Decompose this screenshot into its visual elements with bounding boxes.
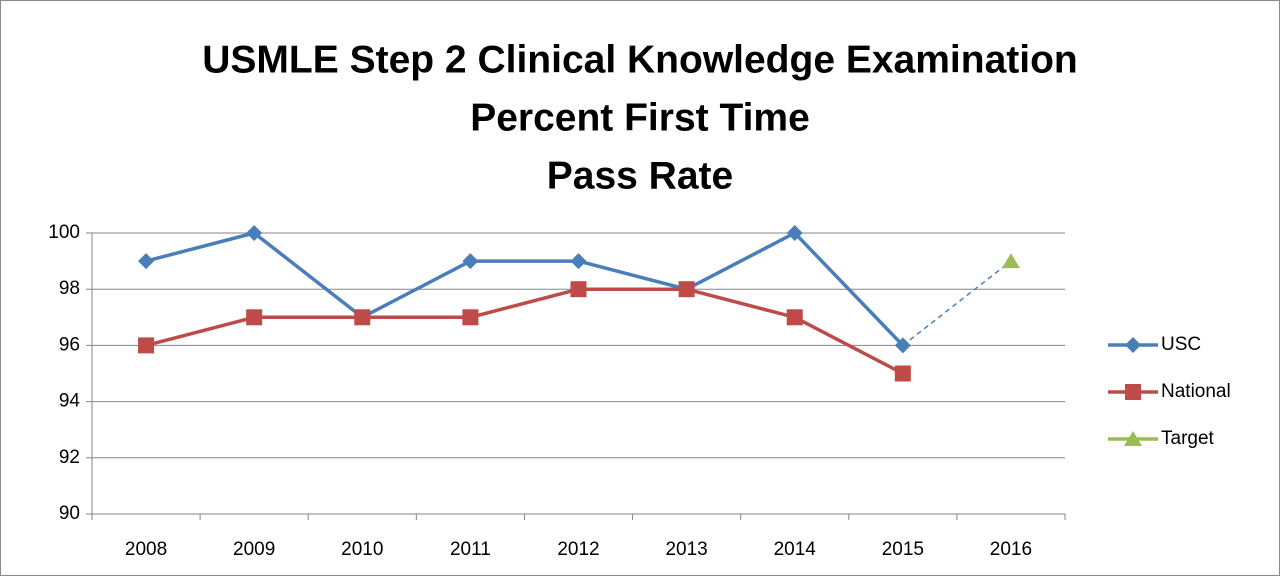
data-point bbox=[462, 253, 479, 270]
legend-marker bbox=[1124, 431, 1142, 446]
x-tick-label: 2010 bbox=[341, 539, 383, 560]
y-tick-label: 92 bbox=[59, 447, 80, 468]
data-point bbox=[462, 309, 479, 326]
legend-label: USC bbox=[1161, 334, 1201, 355]
data-point bbox=[246, 225, 263, 241]
legend-marker bbox=[1125, 337, 1141, 353]
x-tick-label: 2011 bbox=[450, 539, 491, 560]
data-point bbox=[138, 253, 155, 270]
data-point bbox=[354, 309, 371, 326]
y-tick-label: 98 bbox=[59, 278, 80, 299]
data-point bbox=[1001, 253, 1020, 269]
chart-title: Percent First Time bbox=[470, 96, 810, 139]
legend-marker bbox=[1125, 384, 1141, 400]
y-tick-label: 100 bbox=[48, 222, 80, 243]
data-point bbox=[678, 281, 695, 298]
data-point bbox=[894, 337, 911, 354]
target-connector bbox=[902, 260, 1012, 346]
legend-label: National bbox=[1161, 381, 1231, 402]
data-point bbox=[570, 253, 587, 270]
x-tick-label: 2009 bbox=[233, 539, 275, 560]
y-tick-label: 94 bbox=[59, 391, 81, 412]
x-tick-label: 2013 bbox=[665, 539, 707, 560]
x-tick-label: 2016 bbox=[990, 539, 1032, 560]
data-point bbox=[786, 225, 803, 241]
x-tick-label: 2015 bbox=[882, 539, 924, 560]
x-tick-label: 2014 bbox=[774, 539, 817, 560]
legend-label: Target bbox=[1161, 428, 1215, 449]
y-tick-label: 96 bbox=[59, 334, 80, 355]
data-point bbox=[246, 309, 263, 326]
y-tick-label: 90 bbox=[59, 503, 80, 524]
data-point bbox=[570, 281, 587, 298]
chart-title: USMLE Step 2 Clinical Knowledge Examinat… bbox=[202, 38, 1077, 81]
series-line bbox=[145, 287, 904, 376]
chart-title: Pass Rate bbox=[547, 154, 733, 197]
data-point bbox=[786, 309, 803, 326]
data-point bbox=[894, 365, 911, 382]
data-point bbox=[138, 337, 155, 354]
x-tick-label: 2012 bbox=[557, 539, 599, 560]
series-line bbox=[145, 231, 905, 347]
x-tick-label: 2008 bbox=[125, 539, 167, 560]
